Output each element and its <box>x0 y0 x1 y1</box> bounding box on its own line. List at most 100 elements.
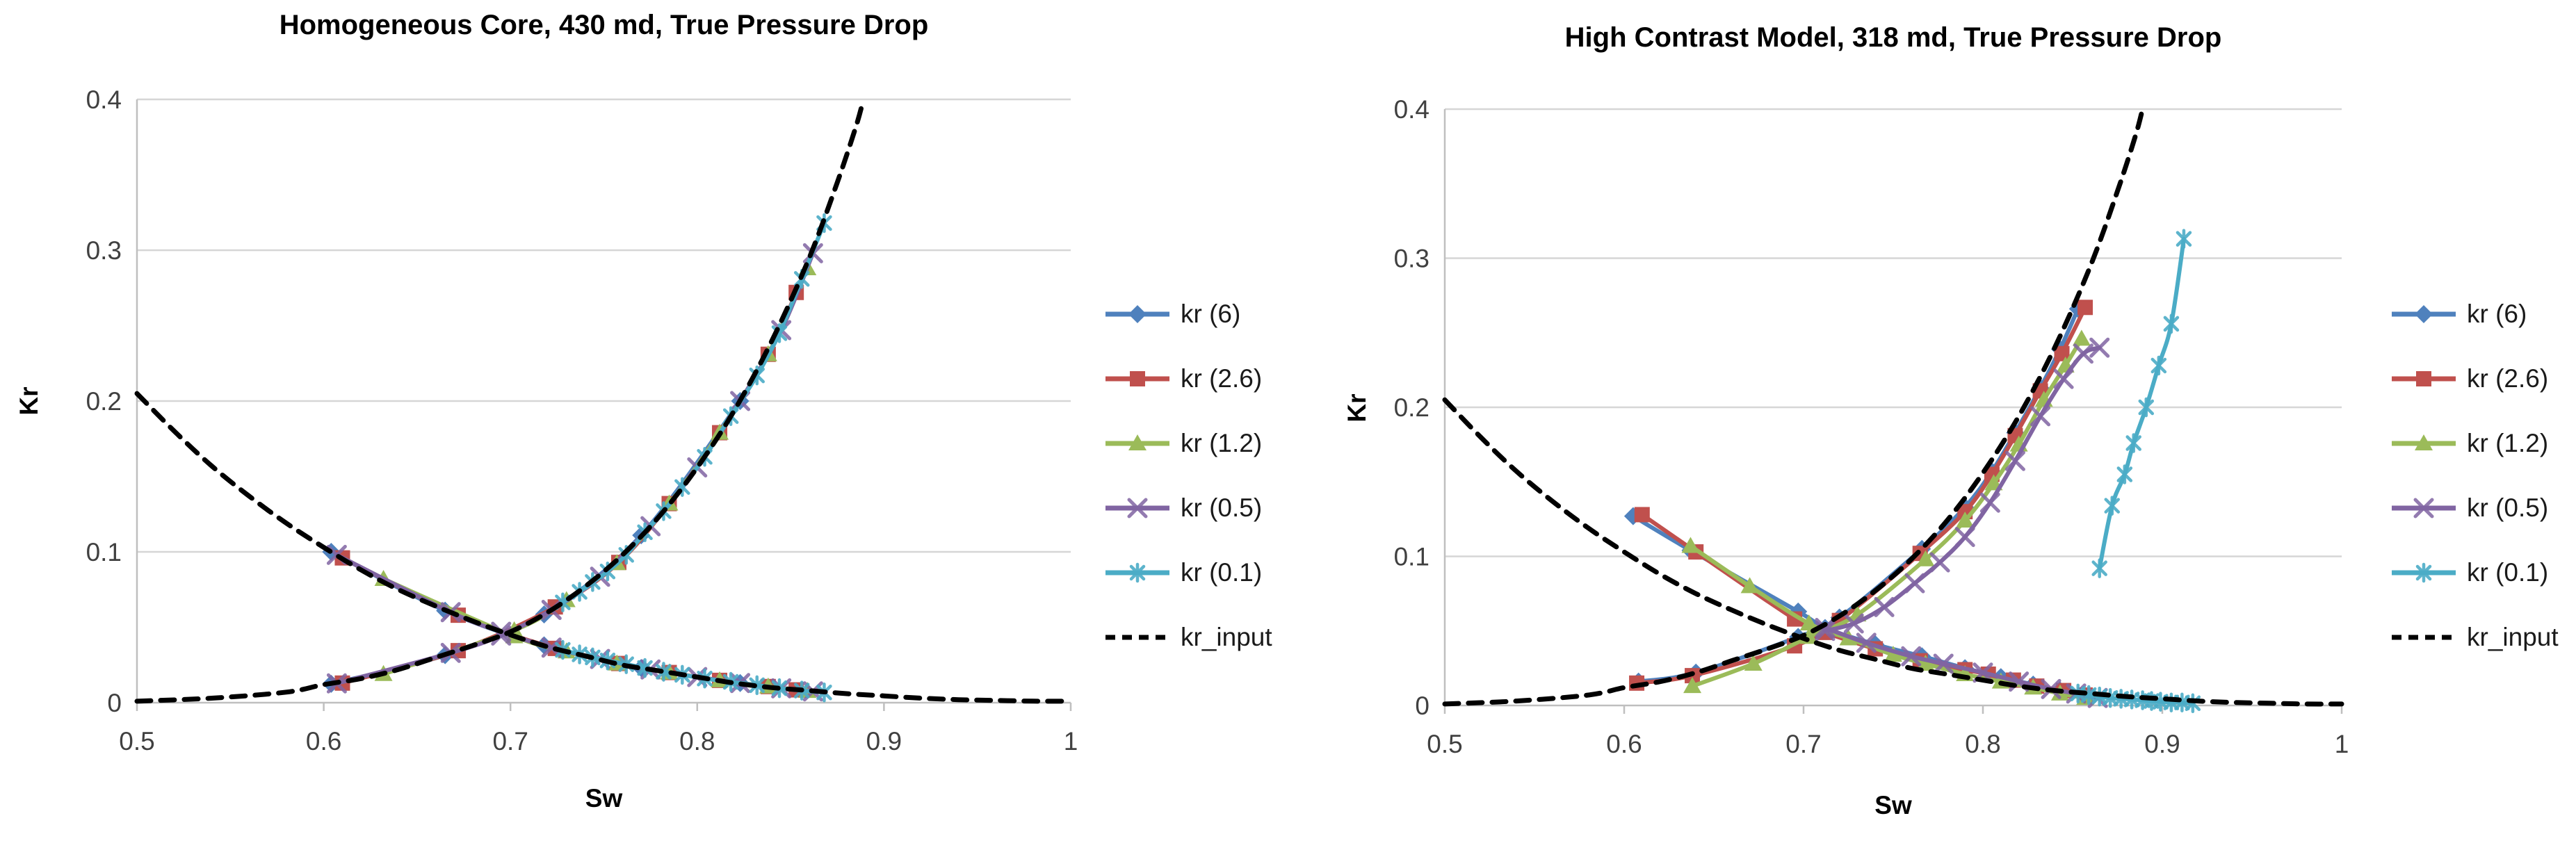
x-marker-icon <box>1127 498 1148 519</box>
series-kr-2-6-water-markers <box>334 284 804 691</box>
legend-label-kr-1-2: kr (1.2) <box>2467 429 2549 457</box>
left-chart-title: Homogeneous Core, 430 md, True Pressure … <box>279 10 929 40</box>
star-marker-icon <box>2104 496 2121 516</box>
series-kr-input-oil-line <box>1442 397 2344 707</box>
legend-swatch-kr-0-1 <box>1105 562 1169 583</box>
square-marker-icon <box>2077 300 2093 316</box>
svg-text:0.4: 0.4 <box>1394 95 1429 124</box>
triangle-marker-icon <box>2072 329 2091 346</box>
svg-text:0.6: 0.6 <box>306 727 341 756</box>
x-marker-icon <box>1901 646 1922 667</box>
legend-item-kr-2-6: kr (2.6) <box>2390 361 2559 396</box>
right-chart-title: High Contrast Model, 318 md, True Pressu… <box>1564 22 2222 53</box>
right-chart-legend: kr (6) kr (2.6) kr (1.2) kr (0.5) kr (0.1) kr… <box>2390 297 2559 685</box>
svg-text:0.3: 0.3 <box>86 236 122 265</box>
x-marker-icon <box>1929 552 1950 573</box>
right-x-axis-label: Sw <box>1874 791 1912 819</box>
triangle-marker-icon <box>1884 646 1902 662</box>
left-chart-legend: kr (6) kr (2.6) kr (1.2) kr (0.5) kr (0.1) kr… <box>1104 297 1272 685</box>
svg-text:0.7: 0.7 <box>492 727 528 756</box>
legend-item-kr-0-1: kr (0.1) <box>2390 555 2559 590</box>
svg-text:0.2: 0.2 <box>1394 393 1429 422</box>
svg-text:0.4: 0.4 <box>86 85 122 114</box>
left-chart-plot: 0.5 0.6 0.7 0.8 0.9 1 0 0.1 0.2 0.3 0.4 <box>86 85 1078 756</box>
x-marker-icon <box>2030 406 2051 427</box>
right-chart: 0.5 0.6 0.7 0.8 0.9 1 0 0.1 0.2 0.3 0.4 High Contr… <box>1293 0 2576 841</box>
star-marker-icon <box>2138 397 2155 418</box>
legend-swatch-kr-1-2 <box>2392 434 2456 450</box>
triangle-marker-icon <box>1683 677 1702 694</box>
legend-label-kr-input: kr_input <box>1181 623 1272 651</box>
svg-text:0.1: 0.1 <box>1394 543 1429 571</box>
triangle-marker-icon <box>1916 550 1935 566</box>
x-marker-icon <box>1856 632 1877 653</box>
x-tick-labels: 0.5 0.6 0.7 0.8 0.9 1 <box>119 727 1078 756</box>
svg-text:0.7: 0.7 <box>1785 730 1821 758</box>
legend-item-kr-1-2: kr (1.2) <box>2390 426 2559 461</box>
series-kr-2-6 <box>334 284 804 698</box>
legend-item-kr-6: kr (6) <box>1104 297 1272 332</box>
star-marker-icon <box>2163 313 2180 334</box>
svg-text:0.8: 0.8 <box>679 727 715 756</box>
y-tick-labels: 0 0.1 0.2 0.3 0.4 <box>86 85 122 717</box>
series-kr-0-5-oil-markers <box>326 544 823 702</box>
x-marker-icon <box>1933 653 1954 674</box>
legend-label-kr-0-5: kr (0.5) <box>1181 493 1263 522</box>
star-marker-icon <box>2116 464 2133 484</box>
series-kr-0-5-oil-line <box>334 553 816 694</box>
svg-text:0.8: 0.8 <box>1965 730 2000 758</box>
legend-label-kr-input: kr_input <box>2467 623 2559 651</box>
series-kr-1-2 <box>374 259 817 699</box>
triangle-marker-icon <box>1744 654 1763 671</box>
legend-item-kr-6: kr (6) <box>2390 297 2559 332</box>
legend-swatch-kr-6 <box>2392 305 2456 323</box>
x-marker-icon <box>2089 337 2110 358</box>
legend-item-kr-0-5: kr (0.5) <box>2390 491 2559 525</box>
series-kr-0-5-water-markers <box>1815 337 2110 642</box>
square-marker-icon <box>1130 371 1145 386</box>
legend-swatch-kr-input <box>2392 635 2456 640</box>
series-kr-0-1-water-line <box>560 220 827 605</box>
legend-item-kr-input: kr_input <box>1104 620 1272 655</box>
svg-text:1: 1 <box>2335 730 2349 758</box>
legend-label-kr-2-6: kr (2.6) <box>1181 364 1263 393</box>
series-kr-0-1-water-markers <box>2091 229 2192 578</box>
legend-swatch-kr-0-1 <box>2392 562 2456 583</box>
svg-text:0: 0 <box>107 689 122 717</box>
series-kr-input <box>1442 106 2344 707</box>
series-kr-input-water-line <box>1442 106 2146 707</box>
legend-swatch-kr-2-6 <box>1105 371 1169 386</box>
triangle-marker-icon <box>1128 434 1147 450</box>
series-kr-input-water-line <box>134 97 866 704</box>
series-kr-1-2-water-markers <box>1683 329 2091 694</box>
series-kr-1-2-oil-line <box>381 577 810 694</box>
star-marker-icon <box>2125 433 2141 453</box>
series-kr-6-water-markers <box>322 392 750 693</box>
legend-label-kr-0-1: kr (0.1) <box>1181 558 1263 587</box>
x-marker-icon <box>1954 527 1975 548</box>
svg-text:0.9: 0.9 <box>866 727 902 756</box>
svg-text:0.5: 0.5 <box>1427 730 1462 758</box>
x-marker-icon <box>2004 450 2025 471</box>
svg-text:1: 1 <box>1064 727 1078 756</box>
x-marker-icon <box>2053 368 2074 389</box>
svg-text:0.6: 0.6 <box>1606 730 1642 758</box>
x-marker-icon <box>1979 492 2000 513</box>
diamond-marker-icon <box>2415 305 2433 323</box>
diamond-marker-icon <box>1128 305 1147 323</box>
legend-label-kr-2-6: kr (2.6) <box>2467 364 2549 393</box>
x-marker-icon <box>2413 498 2434 519</box>
star-marker-icon <box>637 658 653 678</box>
legend-label-kr-1-2: kr (1.2) <box>1181 429 1263 457</box>
triangle-marker-icon <box>1799 614 1818 631</box>
x-marker-icon <box>1815 617 1836 638</box>
star-marker-icon <box>1129 562 1146 583</box>
legend-swatch-kr-0-5 <box>2392 498 2456 519</box>
legend-item-kr-input: kr_input <box>2390 620 2559 655</box>
legend-label-kr-0-1: kr (0.1) <box>2467 558 2549 587</box>
series-kr-input-oil-line <box>134 391 1074 704</box>
series-kr-input <box>134 97 1074 704</box>
x-marker-icon <box>1874 596 1895 617</box>
svg-text:0.1: 0.1 <box>86 538 122 566</box>
